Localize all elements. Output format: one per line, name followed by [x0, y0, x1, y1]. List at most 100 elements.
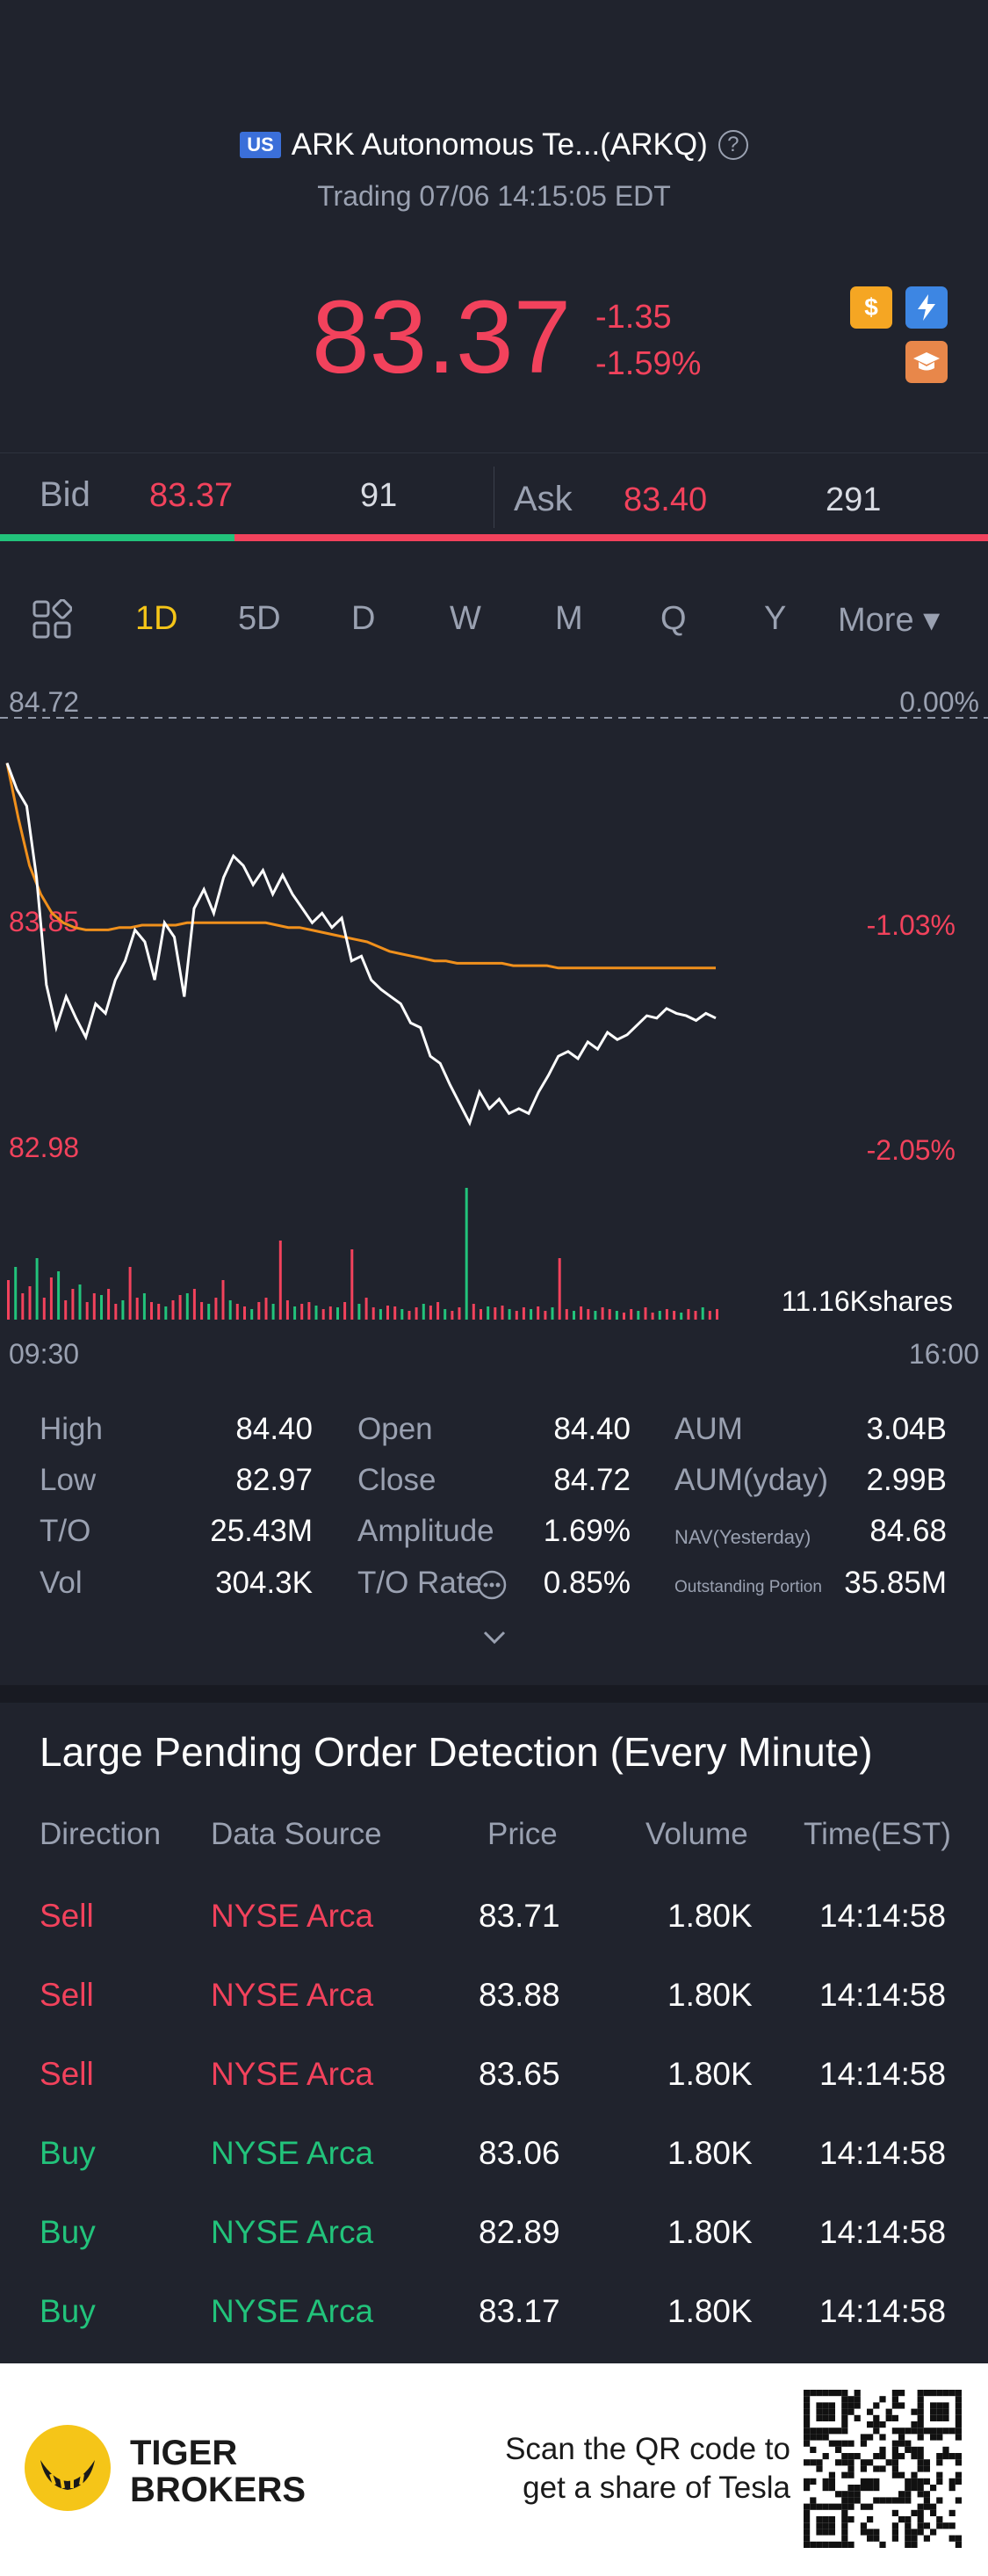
volume-bar: [558, 1258, 561, 1320]
tab-w[interactable]: W: [450, 600, 481, 637]
volume-bar: [665, 1309, 668, 1320]
volume-bar: [71, 1289, 75, 1320]
volume-bar: [565, 1309, 568, 1320]
volume-bar: [192, 1289, 196, 1320]
volume-bar: [114, 1304, 118, 1320]
chart-start-time: 09:30: [9, 1338, 79, 1370]
volume-bar: [235, 1304, 239, 1320]
order-volume: 1.80K: [667, 2293, 753, 2329]
volume-bar: [14, 1267, 18, 1320]
volume-bar: [121, 1300, 125, 1320]
bid-size: 91: [360, 477, 398, 514]
order-volume: 1.80K: [667, 2056, 753, 2092]
average-price-line: [5, 763, 716, 970]
market-badge: US: [240, 132, 281, 158]
ask-label: Ask: [514, 480, 573, 518]
stat-value: 84.40: [235, 1412, 313, 1446]
volume-bar: [379, 1309, 382, 1320]
dollar-icon[interactable]: $: [850, 286, 892, 329]
volume-bar: [444, 1309, 447, 1320]
qr-code[interactable]: [804, 2390, 962, 2548]
stat-label: Close: [357, 1463, 436, 1497]
tab-d[interactable]: D: [351, 600, 376, 637]
intraday-chart[interactable]: 84.72 0.00% 83.85 -1.03% 82.98 -2.05% 11…: [0, 677, 988, 1379]
order-price: 83.06: [479, 2135, 560, 2171]
tab-m[interactable]: M: [555, 600, 583, 637]
volume-bar: [580, 1306, 583, 1320]
tiger-logo-icon: [25, 2425, 111, 2511]
flash-icon[interactable]: [905, 286, 948, 329]
volume-bar: [257, 1302, 261, 1320]
volume-bar: [608, 1309, 611, 1320]
tab-q[interactable]: Q: [660, 600, 687, 637]
bid-ask-ratio-bar: [0, 534, 988, 541]
column-header-price: Price: [487, 1817, 558, 1851]
bid-ask-panel: Bid 83.37 91 Ask 83.40 291: [0, 452, 988, 541]
chart-low-pct: -2.05%: [867, 1134, 956, 1166]
order-time: 14:14:58: [819, 2135, 947, 2171]
volume-bar: [544, 1311, 547, 1320]
price-change-percent: -1.59%: [595, 345, 702, 382]
volume-bar: [480, 1309, 482, 1320]
tab-y[interactable]: Y: [764, 600, 787, 637]
stat-value: 304.3K: [215, 1566, 313, 1600]
volume-bar: [171, 1300, 175, 1320]
last-price: 83.37: [312, 279, 572, 395]
volume-bar: [321, 1309, 325, 1320]
volume-bar: [35, 1258, 39, 1320]
volume-bar: [687, 1309, 690, 1320]
chevron-down-icon[interactable]: [481, 1624, 508, 1650]
volume-bar: [250, 1309, 254, 1320]
volume-bar: [551, 1307, 554, 1320]
volume-bar: [701, 1307, 704, 1320]
volume-bar: [92, 1293, 96, 1320]
info-icon[interactable]: [476, 1569, 508, 1601]
order-source: NYSE Arca: [211, 2135, 374, 2171]
volume-bar: [530, 1309, 533, 1320]
order-volume: 1.80K: [667, 1898, 753, 1934]
volume-bar: [128, 1267, 132, 1320]
order-price: 83.71: [479, 1898, 560, 1934]
stat-value: 82.97: [235, 1463, 313, 1497]
layout-grid-icon[interactable]: [32, 599, 72, 640]
stat-label: T/O Rate: [357, 1566, 482, 1600]
stat-label: High: [40, 1412, 103, 1446]
order-source: NYSE Arca: [211, 2056, 374, 2092]
stat-label: Outstanding Portion: [674, 1578, 822, 1596]
volume-bar: [57, 1271, 61, 1320]
chart-low-price: 82.98: [9, 1132, 79, 1163]
help-icon[interactable]: ?: [718, 130, 748, 160]
tab-5d[interactable]: 5D: [238, 600, 281, 637]
volume-bar: [364, 1298, 368, 1320]
volume-bar: [451, 1311, 454, 1320]
column-header-volume: Volume: [645, 1817, 748, 1851]
education-icon[interactable]: [905, 341, 948, 383]
tab-more[interactable]: More ▾: [838, 602, 941, 639]
volume-bar: [42, 1298, 46, 1320]
qr-caption: Scan the QR code to: [505, 2432, 790, 2466]
order-direction: Buy: [40, 2293, 96, 2329]
order-time: 14:14:58: [819, 1977, 947, 2013]
volume-bar: [587, 1309, 590, 1320]
period-tabs: [0, 562, 988, 681]
volume-bar: [278, 1241, 282, 1320]
chart-top-pct: 0.00%: [899, 686, 979, 718]
volume-label: 11.16Kshares: [782, 1285, 953, 1317]
volume-bar: [271, 1304, 275, 1320]
order-price: 82.89: [479, 2214, 560, 2250]
volume-bar: [415, 1307, 418, 1320]
chart-mid-pct: -1.03%: [867, 909, 956, 941]
volume-bar: [422, 1304, 425, 1320]
volume-bar: [472, 1304, 475, 1320]
volume-bar: [214, 1298, 218, 1320]
tab-1d[interactable]: 1D: [135, 600, 178, 637]
stat-value: 3.04B: [866, 1412, 947, 1446]
stat-value: 84.68: [869, 1514, 947, 1548]
volume-bar: [142, 1293, 146, 1320]
volume-bar: [293, 1306, 297, 1320]
price-line: [5, 762, 717, 1127]
volume-bar: [336, 1307, 339, 1320]
volume-bar: [501, 1306, 504, 1320]
order-volume: 1.80K: [667, 2135, 753, 2171]
volume-bar: [7, 1280, 10, 1320]
